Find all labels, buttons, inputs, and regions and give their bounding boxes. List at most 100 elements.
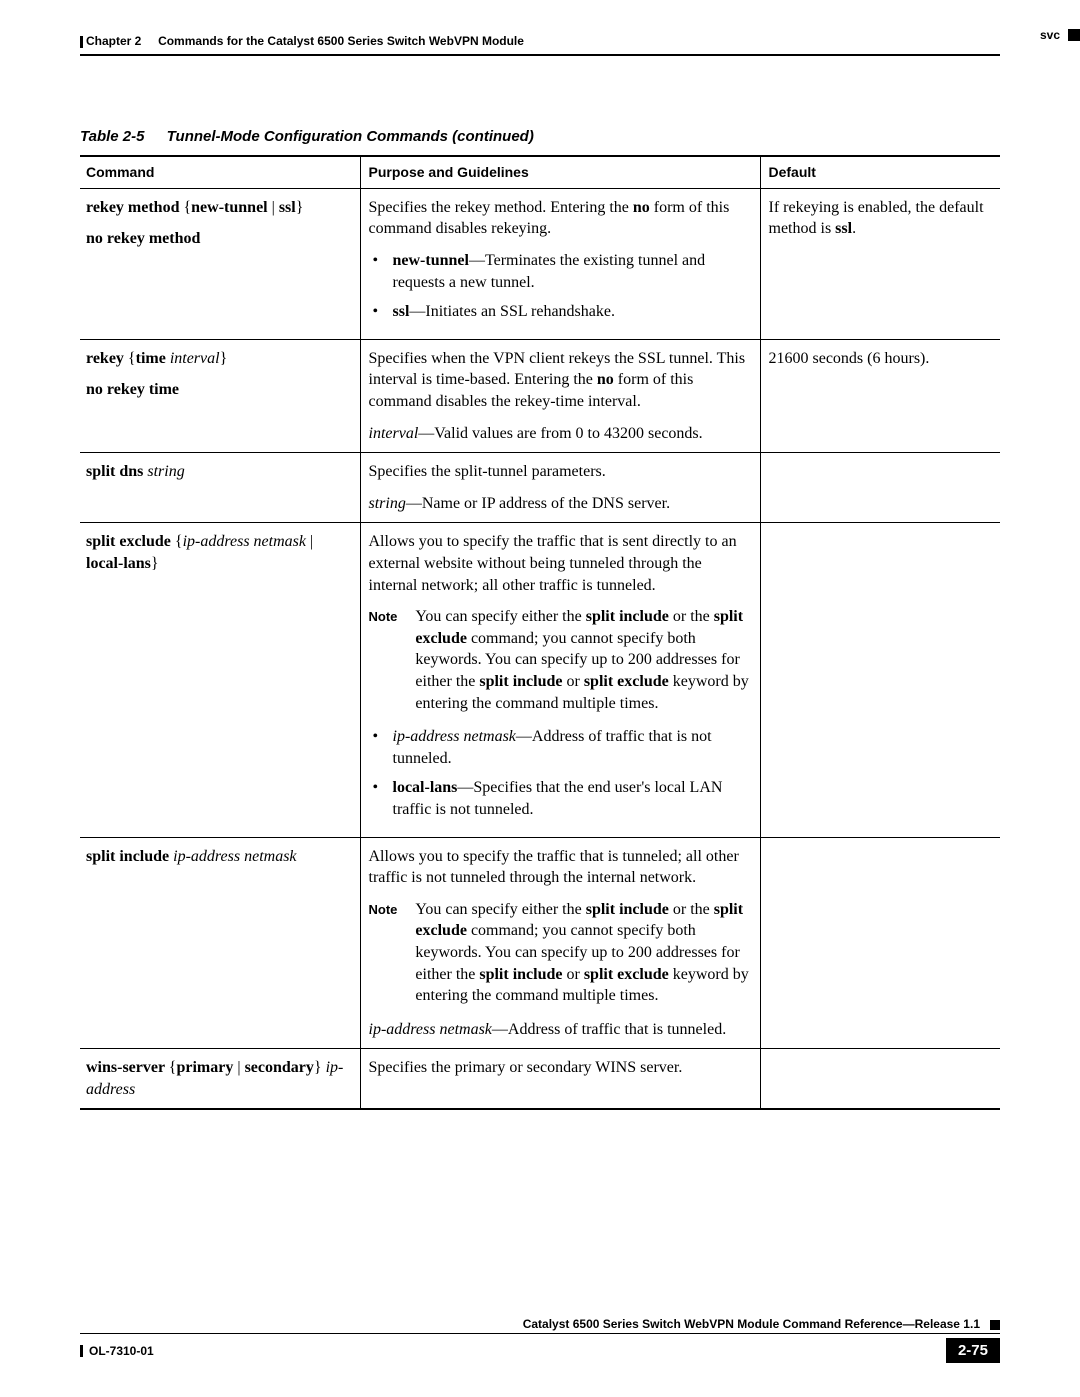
pipe: |	[310, 533, 313, 550]
table-row: rekey method {new-tunnel | ssl} no rekey…	[80, 188, 1000, 339]
chapter-number: Chapter 2	[86, 34, 141, 48]
header-marker	[80, 36, 83, 48]
cell-command: rekey {time interval} no rekey time	[80, 339, 360, 452]
cell-purpose: Specifies when the VPN client rekeys the…	[360, 339, 760, 452]
text: If rekeying is enabled, the default meth…	[769, 199, 984, 238]
list-item: local-lans—Specifies that the end user's…	[387, 777, 752, 820]
header-square-icon	[1068, 29, 1080, 41]
cmd-arg: ip-address netmask	[183, 533, 310, 550]
cell-command: rekey method {new-tunnel | ssl} no rekey…	[80, 188, 360, 339]
cell-command: wins-server {primary | secondary} ip-add…	[80, 1049, 360, 1110]
cmd-arg: ip-address netmask	[173, 848, 296, 865]
cmd-keyword: rekey method	[86, 199, 183, 216]
text-bold: split exclude	[584, 966, 669, 983]
list-item: ssl—Initiates an SSL rehandshake.	[387, 301, 752, 323]
text-bold: ssl	[393, 303, 410, 320]
cmd-keyword: local-lans	[86, 555, 151, 572]
cell-default: 21600 seconds (6 hours).	[760, 339, 1000, 452]
text-bold: split include	[479, 966, 562, 983]
table-row: split dns string Specifies the split-tun…	[80, 453, 1000, 523]
text: —Initiates an SSL rehandshake.	[409, 303, 615, 320]
text: Allows you to specify the traffic that i…	[369, 533, 737, 593]
pipe: |	[272, 199, 279, 216]
cmd-arg: string	[147, 463, 184, 480]
bullet-list: ip-address netmask—Address of traffic th…	[369, 726, 752, 820]
cell-default	[760, 1049, 1000, 1110]
brace: }	[296, 199, 304, 216]
table-title: Tunnel-Mode Configuration Commands (cont…	[167, 128, 534, 145]
header-right: svc	[1040, 28, 1080, 42]
cmd-keyword: no rekey method	[86, 230, 200, 247]
footer-left: OL-7310-01	[80, 1344, 154, 1358]
pipe: |	[237, 1059, 244, 1076]
cmd-keyword: ssl	[279, 199, 296, 216]
table-row: split include ip-address netmask Allows …	[80, 837, 1000, 1049]
cmd-keyword: primary	[176, 1059, 237, 1076]
cell-purpose: Allows you to specify the traffic that i…	[360, 523, 760, 837]
table-row: wins-server {primary | secondary} ip-add…	[80, 1049, 1000, 1110]
text-bold: split include	[586, 608, 669, 625]
cmd-keyword: split include	[86, 848, 173, 865]
cmd-keyword: split exclude	[86, 533, 175, 550]
text: or the	[669, 608, 714, 625]
text: Specifies the split-tunnel parameters.	[369, 463, 606, 480]
footer-title: Catalyst 6500 Series Switch WebVPN Modul…	[523, 1317, 982, 1333]
text: You can specify either the	[415, 608, 585, 625]
text: 21600 seconds (6 hours).	[769, 350, 930, 367]
cmd-keyword: new-tunnel	[191, 199, 271, 216]
text-bold: new-tunnel	[393, 252, 469, 269]
text-bold: split include	[586, 901, 669, 918]
chapter-label: Chapter 2 Commands for the Catalyst 6500…	[86, 34, 524, 48]
cell-default	[760, 453, 1000, 523]
cell-purpose: Allows you to specify the traffic that i…	[360, 837, 760, 1049]
bullet-list: new-tunnel—Terminates the existing tunne…	[369, 250, 752, 323]
cell-purpose: Specifies the rekey method. Entering the…	[360, 188, 760, 339]
header-rule	[80, 54, 1000, 56]
text: —Valid values are from 0 to 43200 second…	[418, 425, 702, 442]
cell-command: split dns string	[80, 453, 360, 523]
page-header: Chapter 2 Commands for the Catalyst 6500…	[80, 32, 1000, 48]
cell-purpose: Specifies the split-tunnel parameters. s…	[360, 453, 760, 523]
note-body: You can specify either the split include…	[415, 899, 751, 1007]
footer-marker	[80, 1345, 83, 1357]
text: or the	[669, 901, 714, 918]
cell-command: split include ip-address netmask	[80, 837, 360, 1049]
list-item: ip-address netmask—Address of traffic th…	[387, 726, 752, 769]
text: or	[563, 673, 584, 690]
cell-default: If rekeying is enabled, the default meth…	[760, 188, 1000, 339]
col-purpose: Purpose and Guidelines	[360, 156, 760, 188]
text-bold: local-lans	[393, 779, 458, 796]
cmd-arg: interval	[170, 350, 220, 367]
text-bold: no	[597, 371, 614, 388]
note-label: Note	[369, 899, 398, 1007]
arg-name: interval	[369, 425, 419, 442]
cell-default	[760, 837, 1000, 1049]
text: Allows you to specify the traffic that i…	[369, 848, 739, 887]
brace: {	[128, 350, 136, 367]
cmd-keyword: split dns	[86, 463, 147, 480]
cell-default	[760, 523, 1000, 837]
footer-square-icon	[990, 1320, 1000, 1330]
footer-rule	[80, 1333, 1000, 1334]
text: .	[852, 220, 856, 237]
note-block: Note You can specify either the split in…	[369, 899, 752, 1007]
list-item: new-tunnel—Terminates the existing tunne…	[387, 250, 752, 293]
col-command: Command	[80, 156, 360, 188]
brace: }	[314, 1059, 326, 1076]
cell-command: split exclude {ip-address netmask | loca…	[80, 523, 360, 837]
text-bold: split exclude	[584, 673, 669, 690]
cmd-keyword: no rekey time	[86, 381, 179, 398]
arg-name: ip-address netmask	[369, 1021, 492, 1038]
text-bold: no	[633, 199, 650, 216]
text: You can specify either the	[415, 901, 585, 918]
table-caption: Table 2-5 Tunnel-Mode Configuration Comm…	[80, 128, 1000, 145]
text: Specifies the rekey method. Entering the	[369, 199, 633, 216]
brace: {	[183, 199, 191, 216]
page-footer: Catalyst 6500 Series Switch WebVPN Modul…	[80, 1317, 1000, 1363]
text: Specifies the primary or secondary WINS …	[369, 1059, 683, 1076]
note-label: Note	[369, 606, 398, 714]
cmd-keyword: wins-server	[86, 1059, 169, 1076]
cmd-keyword: time	[136, 350, 170, 367]
note-body: You can specify either the split include…	[415, 606, 751, 714]
section-label: svc	[1040, 28, 1060, 42]
